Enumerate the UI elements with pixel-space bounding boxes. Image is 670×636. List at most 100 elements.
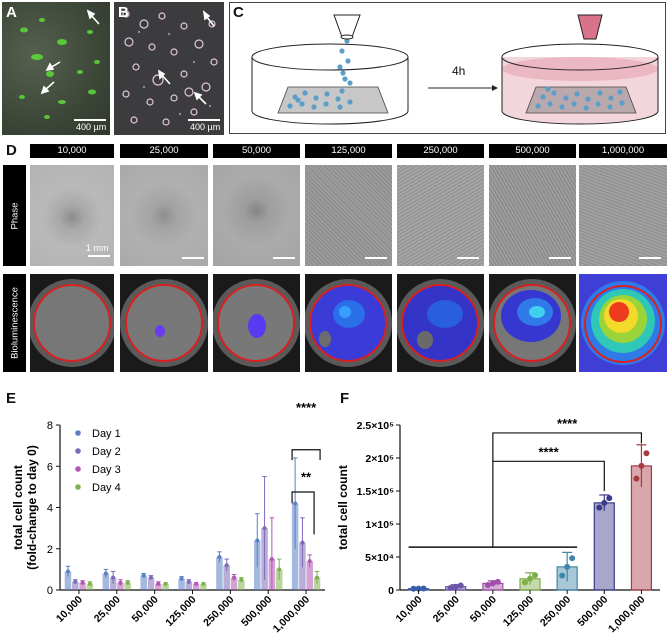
e-y-tick-label: 8 bbox=[47, 420, 53, 432]
f-y-tick-label: 1.5×10⁵ bbox=[357, 486, 394, 498]
panel-d-label: D bbox=[6, 142, 17, 159]
f-point bbox=[564, 563, 571, 570]
e-point bbox=[232, 575, 237, 580]
e-point bbox=[239, 577, 244, 582]
f-point bbox=[601, 499, 608, 506]
e-x-tick-label: 125,000 bbox=[163, 594, 198, 629]
phase-scale-text: 1 mm bbox=[86, 243, 109, 253]
e-point bbox=[217, 555, 222, 559]
panel-b-scale-bar bbox=[188, 119, 220, 121]
panel-e-label: E bbox=[6, 390, 17, 407]
row-header-bioluminescence: Bioluminescence bbox=[3, 274, 26, 372]
f-y-tick-label: 1×10⁵ bbox=[365, 519, 394, 531]
panel-c-drawing: 4h bbox=[251, 14, 659, 125]
e-x-tick-label: 1,000,000 bbox=[271, 594, 313, 636]
e-legend-marker bbox=[75, 430, 81, 436]
e-y-tick-label: 6 bbox=[47, 461, 53, 473]
e-bar bbox=[178, 578, 185, 590]
e-point bbox=[262, 526, 267, 531]
f-point bbox=[489, 580, 496, 587]
e-point bbox=[156, 581, 161, 586]
e-y-tick-label: 2 bbox=[47, 544, 53, 556]
f-point bbox=[420, 585, 427, 592]
phase-image-1000000 bbox=[579, 165, 667, 266]
e-point bbox=[277, 567, 282, 572]
column-header-500000: 500,000 bbox=[489, 144, 576, 158]
e-point bbox=[201, 581, 206, 586]
e-bar bbox=[192, 583, 200, 590]
e-bar bbox=[117, 582, 124, 590]
e-point bbox=[255, 538, 260, 543]
e-bracket-2 bbox=[291, 491, 315, 535]
biolum-image-1000000 bbox=[579, 274, 667, 372]
f-point bbox=[532, 572, 538, 579]
chart-e: 0 2 4 6 8 total cell count(fold-change to day… bbox=[11, 400, 325, 636]
e-point bbox=[293, 501, 298, 506]
column-header-125000: 125,000 bbox=[305, 144, 392, 158]
column-header-250000: 250,000 bbox=[397, 144, 484, 158]
biolum-image-10000 bbox=[30, 274, 114, 372]
e-bar bbox=[140, 575, 147, 590]
f-y-tick-label: 0 bbox=[388, 585, 394, 597]
f-point bbox=[522, 579, 528, 586]
f-point bbox=[410, 585, 417, 592]
e-bar bbox=[64, 571, 72, 590]
chart-f: 0 5×10⁴ 1×10⁵ 1.5×10⁵ 2×10⁵ 2.5×10⁵ total cell… bbox=[336, 416, 660, 636]
f-y-label: total cell count bbox=[336, 465, 350, 550]
phase-image-500000 bbox=[489, 165, 576, 266]
phase-scale-bar-25000 bbox=[182, 257, 204, 259]
e-legend-label: Day 1 bbox=[92, 428, 121, 440]
biolum-image-500000 bbox=[489, 274, 576, 372]
f-bracket-1 bbox=[492, 460, 605, 548]
e-point bbox=[224, 563, 229, 568]
f-point bbox=[633, 475, 640, 482]
e-legend-label: Day 4 bbox=[92, 482, 121, 494]
e-point bbox=[163, 581, 168, 586]
f-x-tick-label: 125,000 bbox=[501, 594, 536, 629]
e-bar bbox=[216, 557, 223, 590]
f-point bbox=[447, 584, 454, 591]
e-point bbox=[65, 569, 70, 574]
biolum-image-50000 bbox=[213, 274, 300, 372]
e-legend-marker bbox=[75, 484, 81, 490]
e-y-tick-label: 0 bbox=[47, 585, 53, 597]
e-point bbox=[125, 580, 130, 585]
phase-scale-bar bbox=[88, 255, 110, 257]
f-x-tick-label: 500,000 bbox=[575, 594, 610, 629]
panel-b-cells bbox=[122, 10, 218, 126]
e-bar bbox=[79, 582, 86, 590]
f-point bbox=[638, 462, 645, 469]
f-point bbox=[559, 572, 566, 579]
panel-f-label: F bbox=[340, 390, 350, 407]
column-header-25000: 25,000 bbox=[120, 144, 208, 158]
f-x-tick-label: 1,000,000 bbox=[606, 594, 648, 636]
panel-b-micrograph: 400 µm bbox=[114, 2, 224, 135]
e-point bbox=[103, 571, 108, 576]
f-bar bbox=[593, 502, 615, 591]
biolum-image-25000 bbox=[120, 274, 208, 372]
f-point bbox=[415, 585, 422, 592]
e-point bbox=[111, 575, 116, 580]
f-point bbox=[596, 504, 603, 511]
e-bar bbox=[185, 581, 193, 590]
e-point bbox=[186, 579, 191, 584]
f-y-tick-label: 2.5×10⁵ bbox=[357, 420, 394, 432]
phase-scale-bar-500000 bbox=[549, 257, 571, 259]
phase-scale-bar-50000 bbox=[273, 257, 295, 259]
biolum-image-250000 bbox=[397, 274, 484, 372]
e-legend-label: Day 2 bbox=[92, 446, 121, 458]
phase-image-250000 bbox=[397, 165, 484, 266]
e-bar bbox=[155, 583, 162, 590]
phase-image-50000 bbox=[213, 165, 300, 266]
e-bar bbox=[306, 561, 313, 590]
e-point bbox=[87, 581, 92, 586]
e-x-tick-label: 25,000 bbox=[92, 594, 123, 625]
f-annotation-1: **** bbox=[538, 444, 559, 459]
f-x-tick-label: 250,000 bbox=[538, 594, 573, 629]
f-x-tick-label: 10,000 bbox=[393, 594, 424, 625]
panel-a-scale-bar bbox=[74, 119, 106, 121]
e-point bbox=[148, 575, 153, 580]
phase-image-10000: 1 mm bbox=[30, 165, 114, 266]
e-point bbox=[307, 559, 312, 564]
column-header-10000: 10,000 bbox=[30, 144, 114, 158]
